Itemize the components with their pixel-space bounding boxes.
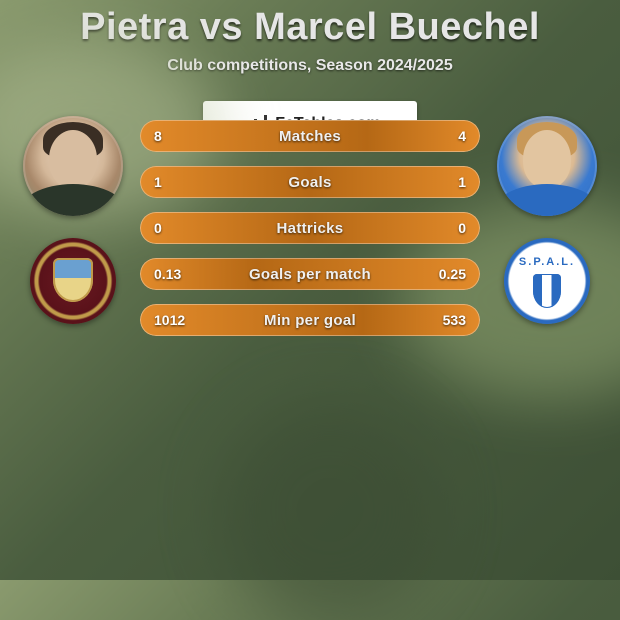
stat-row: 8Matches4 [140, 120, 480, 152]
player-left-avatar [23, 116, 123, 216]
stat-label: Goals [140, 174, 480, 191]
club-right-label: S.P.A.L. [504, 256, 590, 268]
stats-list: 8Matches4 1Goals1 0Hattricks0 0.13Goals per… [140, 110, 480, 336]
player-right-avatar [497, 116, 597, 216]
stat-right-value: 0.25 [439, 266, 466, 282]
stat-right-value: 4 [458, 128, 466, 144]
stat-label: Matches [140, 128, 480, 145]
bg-decor [220, 400, 440, 620]
left-column [18, 110, 128, 324]
club-left-crest [30, 238, 116, 324]
stat-right-value: 1 [458, 174, 466, 190]
stat-row: 1012Min per goal533 [140, 304, 480, 336]
stat-right-value: 0 [458, 220, 466, 236]
club-right-shield-icon [533, 274, 561, 308]
stat-label: Goals per match [140, 266, 480, 283]
stat-row: 1Goals1 [140, 166, 480, 198]
right-column: S.P.A.L. [492, 110, 602, 324]
stat-row: 0.13Goals per match0.25 [140, 258, 480, 290]
content-row: 8Matches4 1Goals1 0Hattricks0 0.13Goals per… [0, 110, 620, 336]
club-right-crest: S.P.A.L. [504, 238, 590, 324]
stat-row: 0Hattricks0 [140, 212, 480, 244]
stat-label: Hattricks [140, 220, 480, 237]
comparison-card: Pietra vs Marcel Buechel Club competitio… [0, 0, 620, 580]
stat-label: Min per goal [140, 312, 480, 329]
stat-right-value: 533 [443, 312, 466, 328]
